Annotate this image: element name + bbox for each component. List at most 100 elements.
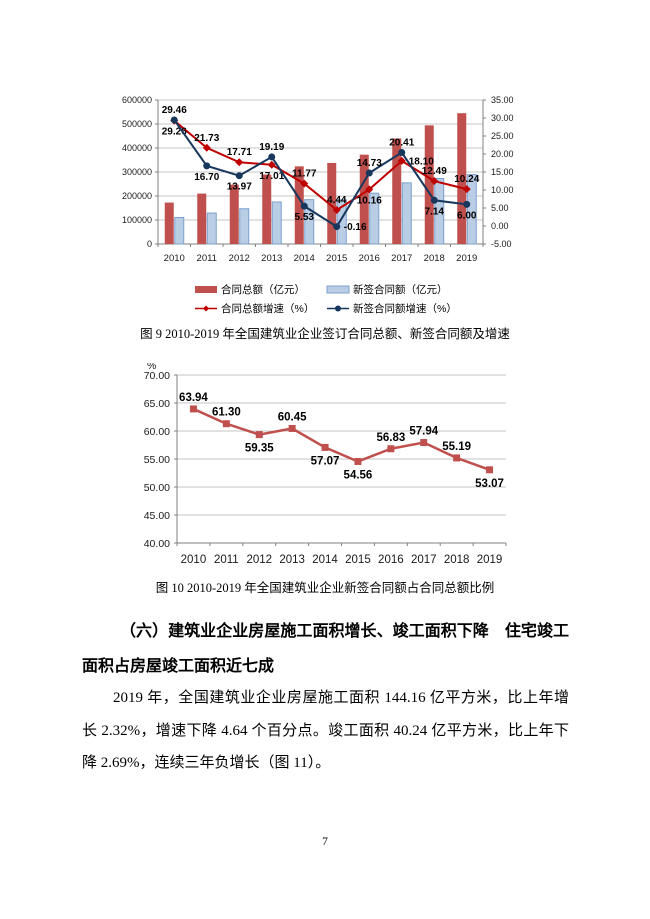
right-axis-label: -5.00 [491,239,512,249]
bar [392,138,402,244]
circle-marker [203,162,211,170]
right-axis-label: 25.00 [491,131,514,141]
data-label: 20.41 [389,138,414,149]
data-label: 7.14 [425,206,445,217]
right-axis-label: 20.00 [491,149,514,159]
bar [262,174,272,244]
x-axis-category: 2014 [294,253,315,264]
square-marker [420,439,428,447]
data-label: 57.94 [409,426,438,438]
circle-marker [365,169,373,177]
data-label: 57.07 [311,455,340,467]
square-marker [189,405,197,413]
data-label: 12.49 [422,166,447,177]
bar [271,201,282,245]
bar [229,184,239,244]
data-label: 17.01 [259,171,284,182]
x-axis-category: 2010 [181,554,207,566]
diamond-marker [462,185,471,194]
left-axis-label: 200000 [122,191,152,201]
bar [457,113,467,244]
body-paragraph: 2019 年，全国建筑业企业房屋施工面积 144.16 亿平方米，比上年增长 2… [82,690,569,771]
x-axis-category: 2015 [345,554,371,566]
right-axis-label: 30.00 [491,113,514,123]
x-axis-category: 2018 [424,253,445,264]
legend-diamond-marker [203,305,209,312]
bar [206,212,217,245]
line-series [192,407,490,471]
data-label: 54.56 [344,469,373,481]
circle-marker [398,149,406,157]
diamond-marker [235,158,244,167]
diamond-marker [332,206,341,215]
data-label: 56.83 [376,432,405,444]
circle-marker [268,153,276,161]
circle-marker [235,172,243,180]
x-axis-category: 2016 [378,554,404,566]
diamond-marker [202,143,211,152]
left-axis-label: 100000 [122,215,152,225]
left-axis-label: 500000 [122,119,152,129]
y-axis-label: 55.00 [144,454,170,466]
diamond-marker [397,156,406,165]
legend-label: 新签合同额增速（%） [353,302,457,315]
diamond-marker [430,177,439,186]
right-axis-label: 0.00 [491,221,509,231]
bar [294,166,304,244]
bar [239,208,250,245]
left-axis-label: 0 [147,239,152,249]
data-label: 5.53 [295,212,315,223]
x-axis-category: 2013 [261,253,282,264]
square-marker [288,424,296,432]
data-label: 13.97 [227,182,252,193]
square-marker [453,454,461,462]
x-axis-category: 2018 [444,554,470,566]
y-axis-label: 50.00 [144,482,170,494]
y-axis-label: 45.00 [144,510,170,522]
y-axis-label: 60.00 [144,426,170,438]
y-axis-label: 40.00 [144,538,170,550]
bar [174,217,185,245]
contracts-combo-chart: 0 100000 200000 300000 400000 500000 600000 -5.… [122,95,514,315]
x-axis-category: 2011 [214,554,239,566]
data-label: 29.26 [162,127,187,138]
x-axis-category: 2017 [411,554,437,566]
diamond-marker [267,160,276,169]
data-label: 18.10 [409,156,434,167]
x-axis-category: 2016 [359,253,380,264]
square-marker [387,445,395,453]
data-label: 60.45 [278,411,307,423]
data-label: 16.70 [194,172,219,183]
figure9-caption: 图 9 2010-2019 年全国建筑业企业签订合同总额、新签合同额及增速 [140,327,510,341]
circle-marker [170,116,178,124]
x-axis-category: 2014 [312,554,338,566]
data-label: 19.19 [259,142,284,153]
left-axis-label: 400000 [122,143,152,153]
x-axis-category: 2013 [279,554,305,566]
diamond-marker [300,179,309,188]
bar [359,154,369,244]
y-axis-unit-label: % [147,363,156,372]
legend-label: 合同总额（亿元） [221,283,305,296]
figure10-caption: 图 10 2010-2019 年全国建筑业企业新签合同额占合同总额比例 [155,581,495,595]
data-label: 14.73 [357,158,382,169]
right-axis-label: 10.00 [491,185,514,195]
x-axis-category: 2015 [326,253,347,264]
data-label: 17.71 [227,147,252,158]
data-label: 10.16 [357,195,382,206]
data-label: 6.00 [457,210,477,221]
bar [336,199,347,245]
bar [424,125,434,244]
circle-marker [300,202,308,210]
diamond-marker [365,185,374,194]
y-axis-label: 65.00 [144,398,170,410]
legend-label: 新签合同额（亿元） [353,283,448,296]
data-label: -0.16 [344,222,367,233]
x-axis-category: 2012 [246,554,272,566]
x-axis-category: 2012 [229,253,250,264]
right-axis-label: 35.00 [491,95,514,105]
data-label: 55.19 [442,441,471,453]
data-label: 61.30 [212,407,241,419]
bar [164,202,174,244]
square-marker [354,457,362,465]
